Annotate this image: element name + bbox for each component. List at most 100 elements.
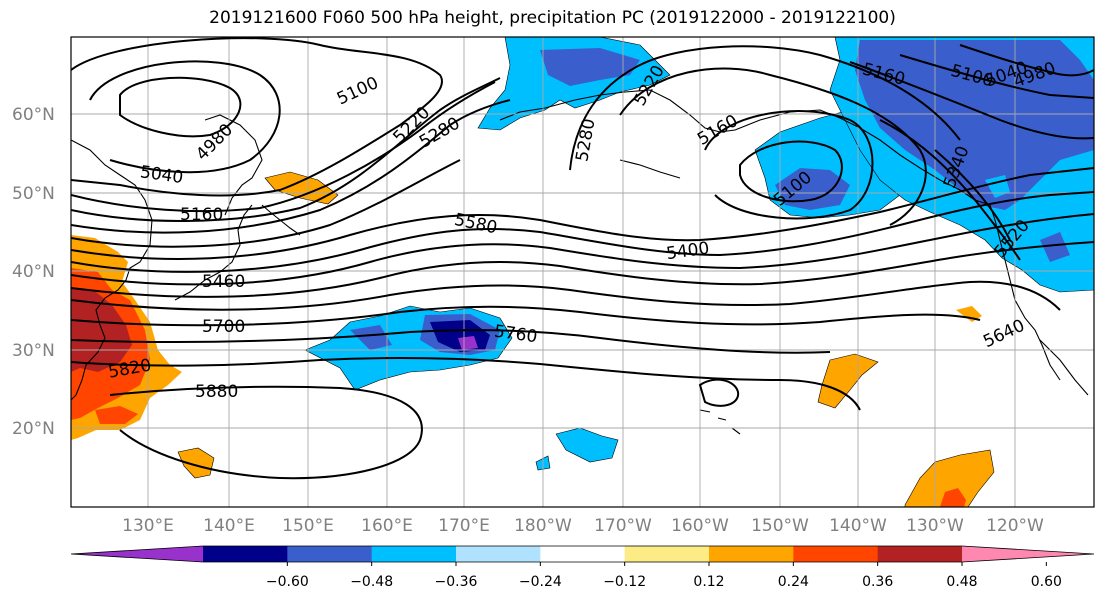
coast-baja [1039, 339, 1089, 396]
colorbar-tick-label: −0.48 [350, 574, 393, 590]
colorbar-segment [371, 546, 457, 562]
precip-neg-small [555, 427, 619, 463]
colorbar-extend-low [71, 546, 203, 562]
label-5100a: 5100 [334, 73, 382, 109]
contour-5160-ne [849, 61, 1094, 140]
lon-label: 130°E [122, 516, 174, 536]
precip-strong-se [940, 488, 966, 507]
colorbar-tick-label: 0.48 [946, 574, 977, 590]
label-5280b: 5280 [572, 117, 599, 163]
label-4980: 4980 [192, 120, 237, 165]
label-5160a: 5160 [180, 205, 223, 225]
precip-neg-gulf-4 [1040, 232, 1070, 262]
precip-neg-central-4 [458, 336, 478, 350]
colorbar-tick-label: −0.60 [266, 574, 309, 590]
contour-5280-west [71, 99, 511, 234]
precip-positive-small1 [177, 447, 215, 479]
lon-label: 160°W [671, 516, 729, 536]
label-5160b: 5160 [694, 111, 741, 150]
contour-5040-ne [959, 44, 1094, 77]
contour-5100-ne [899, 54, 1094, 99]
precip-neg-bering-2 [540, 48, 640, 86]
coast-hawaii [699, 409, 741, 435]
contour-5400-main [71, 167, 1094, 260]
colorbar-outline [70, 545, 1095, 563]
lon-label: 130°W [906, 516, 964, 536]
lat-label: 30°N [12, 341, 55, 361]
grid [71, 37, 1094, 507]
precip-strong-west2 [95, 406, 138, 424]
contour-5160-east [704, 110, 874, 220]
lat-label: 60°N [12, 105, 55, 125]
contour-5880-main [109, 385, 423, 480]
lon-label: 180°W [514, 516, 572, 536]
map-title: 2019121600 F060 500 hPa height, precipit… [209, 8, 896, 28]
lat-label: 50°N [12, 184, 55, 204]
colorbar-segment [877, 546, 963, 562]
contour-5880-hawaii [698, 378, 740, 407]
contour-5220-east [619, 67, 927, 226]
lon-label: 170°E [438, 516, 490, 536]
contour-5280-east [569, 45, 961, 171]
label-5460: 5460 [202, 272, 245, 292]
longitude-labels: 130°E 140°E 150°E 160°E 170°E 180°W 170°… [122, 516, 1044, 536]
colorbar-segment [203, 546, 288, 562]
colorbar-segment [287, 546, 373, 562]
contour-5820-main [71, 356, 861, 411]
precip-positive-hawaii [817, 353, 879, 409]
colorbar-tick-label: 0.24 [778, 574, 809, 590]
contour-5340-ne [879, 119, 1021, 261]
label-5700: 5700 [202, 317, 245, 337]
colorbar-segment [709, 546, 794, 562]
colorbar-tick-label: −0.24 [519, 574, 562, 590]
contour-4980-west [119, 76, 242, 138]
precip-positive-kuril [264, 171, 339, 205]
lon-label: 160°E [361, 516, 413, 536]
contour-5640-main [71, 280, 1061, 311]
precip-neg-gulf-2 [855, 40, 1094, 210]
contour-5100-west [71, 37, 443, 197]
colorbar-extend-high [962, 546, 1094, 562]
label-5400: 5400 [665, 238, 711, 264]
contour-5700-main [71, 305, 981, 327]
lon-label: 140°W [829, 516, 887, 536]
coast-japan [174, 204, 253, 301]
lon-label: 140°E [203, 516, 255, 536]
contour-5340-west [71, 159, 461, 248]
contour-5220-west [71, 77, 501, 222]
contour-5100-east [739, 140, 843, 203]
height-contours [71, 37, 1094, 480]
lat-label: 20°N [12, 419, 55, 439]
label-5880: 5880 [195, 382, 238, 402]
colorbar-tick-label: −0.36 [435, 574, 478, 590]
label-5040a: 5040 [139, 162, 185, 188]
colorbar-segment [624, 546, 710, 562]
colorbar-segment [540, 546, 626, 562]
lat-label: 40°N [12, 262, 55, 282]
latitude-labels: 60°N 50°N 40°N 30°N 20°N [12, 105, 55, 439]
label-5580: 5580 [452, 210, 498, 239]
lon-label: 120°W [986, 516, 1044, 536]
colorbar-tick-label: −0.12 [603, 574, 646, 590]
contour-5460-main [71, 191, 1094, 273]
lon-label: 170°W [594, 516, 652, 536]
contour-5040-west [89, 60, 281, 174]
precip-neg-aleut-2 [775, 168, 850, 210]
contour-5520-ne [934, 149, 1011, 241]
precip-positive-se [904, 449, 995, 507]
colorbar-tick-label: 0.36 [862, 574, 893, 590]
coast-aleutians [619, 159, 681, 179]
colorbar: −0.60 −0.48 −0.36 −0.24 −0.12 0.12 0.24 0.36 0.4… [70, 545, 1095, 590]
label-5640: 5640 [980, 316, 1028, 352]
map-area: 5100 4980 5220 5280 5040 5160 5580 5460 … [71, 37, 1094, 507]
map-frame [70, 36, 1095, 508]
contour-5160-west [71, 81, 496, 213]
lon-label: 150°W [751, 516, 809, 536]
contour-5760-main [71, 329, 831, 354]
colorbar-segment [793, 546, 879, 562]
lon-label: 150°E [282, 516, 334, 536]
contour-5580-main [71, 241, 1094, 298]
contour-5520-main [71, 213, 1094, 286]
colorbar-segment [456, 546, 541, 562]
